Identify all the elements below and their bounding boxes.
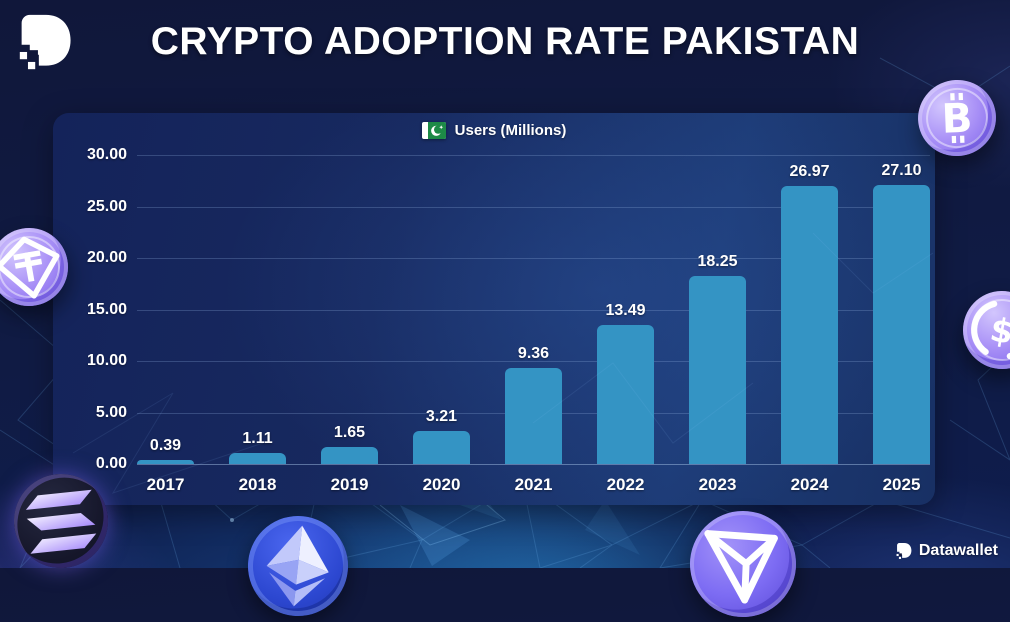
bar-column-2022: 13.49 2022 [597, 155, 654, 494]
y-tick-label: 15.00 [86, 300, 127, 318]
y-tick-label: 10.00 [86, 352, 127, 369]
chart-legend: Users (Millions) [53, 122, 935, 139]
pakistan-flag-icon [421, 122, 446, 139]
x-tick-label: 2025 [882, 475, 921, 494]
bar-2017 [137, 459, 194, 464]
legend-label: Users (Millions) [454, 122, 567, 139]
bar-2025 [873, 184, 930, 464]
bar-column-2020: 3.21 2020 [413, 155, 470, 494]
gridline [137, 464, 930, 465]
bar-2018 [229, 452, 286, 464]
bar-column-2025: 27.10 2025 [873, 155, 930, 494]
usdc-coin-icon: $ [956, 284, 1010, 376]
y-tick-label: 30.00 [86, 146, 127, 163]
bar-2024 [781, 186, 838, 464]
bar-value-label: 9.36 [517, 344, 550, 362]
bar-value-label: 13.49 [605, 302, 646, 320]
svg-text:$: $ [987, 309, 1010, 351]
bar-column-2019: 1.65 2019 [321, 155, 378, 494]
bar-2020 [413, 430, 470, 464]
bar-value-label: 1.65 [333, 424, 366, 442]
bitcoin-coin-icon: B [909, 71, 1005, 165]
bar-2019 [321, 447, 378, 464]
chart-panel: Users (Millions) 0.00 5.00 10.00 15.00 20.00… [53, 113, 935, 505]
bar-2022 [597, 325, 654, 464]
bar-2021 [505, 367, 562, 464]
tron-coin-icon [684, 505, 802, 622]
y-tick-label: 25.00 [86, 197, 127, 215]
bar-column-2017: 0.39 2017 [137, 155, 194, 494]
brand-watermark: Datawallet [896, 542, 998, 560]
bar-column-2024: 26.97 2024 [781, 155, 838, 494]
bar-column-2021: 9.36 2021 [505, 155, 562, 494]
svg-text:B: B [941, 95, 973, 143]
tether-coin-icon [0, 221, 75, 313]
ethereum-coin-icon [243, 511, 353, 621]
bar-column-2018: 1.11 2018 [229, 155, 286, 494]
bar-column-2023: 18.25 2023 [689, 155, 746, 494]
datawallet-logo-icon [19, 14, 71, 70]
page-title: CRYPTO ADOPTION RATE PAKISTAN [150, 20, 860, 63]
bar-2023 [689, 276, 746, 464]
solana-coin-icon [9, 469, 113, 573]
bar-series: 0.39 2017 1.11 2018 1.65 2019 3.21 2020 9.36 2021… [137, 155, 930, 494]
brand-name: Datawallet [918, 542, 998, 559]
bar-value-label: 3.21 [425, 407, 458, 425]
y-tick-label: 5.00 [95, 403, 127, 421]
bar-value-label: 18.25 [697, 253, 738, 271]
bar-value-label: 27.10 [881, 161, 922, 179]
datawallet-logo-icon [896, 543, 912, 559]
